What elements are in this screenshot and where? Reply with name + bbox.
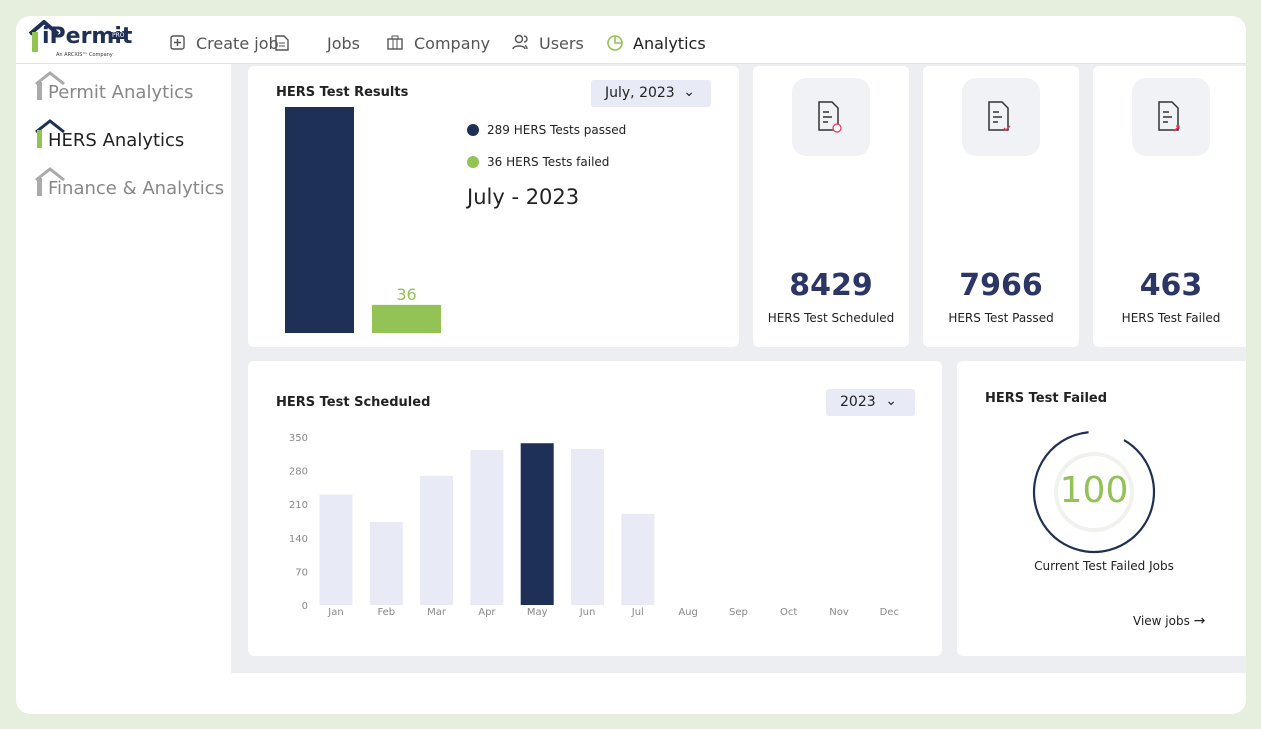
logo-tagline: An ARCXIS™ Company	[56, 52, 113, 58]
y-tick-label: 140	[289, 534, 308, 545]
sidebar-item-active[interactable]: HERS Analytics	[48, 130, 185, 151]
x-tick-label: Mar	[427, 607, 447, 618]
legend-label: 36 HERS Tests failed	[487, 155, 609, 169]
stat-label: HERS Test Failed	[1121, 311, 1221, 325]
divider	[16, 63, 1246, 64]
gauge-caption: Current Test Failed Jobs	[1034, 559, 1174, 573]
month-dropdown[interactable]: July, 2023 ⌄	[591, 80, 711, 107]
sidebar-item[interactable]: Permit Analytics	[48, 82, 194, 103]
stat-label: HERS Test Scheduled	[767, 311, 895, 325]
sidebar-icons	[35, 71, 65, 196]
bar	[319, 494, 353, 605]
y-tick-label: 350	[289, 433, 308, 444]
y-tick-label: 210	[289, 500, 308, 511]
nav-item[interactable]: Company	[414, 34, 491, 53]
bar	[470, 449, 504, 605]
doc-icon	[1158, 101, 1180, 132]
period: July - 2023	[467, 185, 580, 209]
bar	[285, 107, 354, 333]
data-label: 36	[396, 285, 416, 304]
y-tick-label: 70	[295, 567, 308, 578]
card-title: HERS Test Results	[276, 85, 409, 100]
bar	[621, 513, 655, 605]
x-tick-label: May	[527, 607, 548, 618]
failed-card	[957, 361, 1246, 656]
legend-label: 289 HERS Tests passed	[487, 123, 626, 137]
card-title: HERS Test Scheduled	[276, 395, 431, 410]
results-chart: 289 HERS Tests passed 36 36 HERS Tests fai…	[285, 107, 626, 333]
y-tick-label: 0	[302, 601, 308, 612]
bar	[372, 304, 441, 333]
legend-swatch	[467, 124, 479, 136]
card-title: HERS Test Failed	[985, 391, 1108, 406]
x-tick-label: Sep	[729, 607, 748, 618]
bar	[369, 521, 403, 605]
x-tick-label: Oct	[780, 607, 797, 618]
bar	[520, 443, 554, 605]
icon-company	[387, 35, 403, 50]
nav-item[interactable]: Users	[539, 34, 584, 53]
x-tick-label: Nov	[829, 607, 849, 618]
gauge-value: 100	[1059, 470, 1129, 511]
logo-mark	[28, 20, 60, 52]
scheduled-chart: 0 70 140 210 280 350 Jan Feb Mar Apr May Jun Jul Aug S…	[289, 433, 899, 618]
gauge	[1032, 430, 1156, 554]
legend-swatch	[467, 156, 479, 168]
sidebar-item[interactable]: Finance & Analytics	[48, 178, 225, 199]
bar	[420, 475, 454, 605]
nav-item-active[interactable]: Analytics	[633, 34, 706, 53]
bar	[571, 449, 604, 605]
icon-users	[512, 34, 528, 50]
nav-item[interactable]: Jobs	[327, 34, 360, 53]
link-text: View jobs	[1133, 614, 1190, 628]
y-tick-label: 280	[289, 467, 308, 478]
x-tick-label: Apr	[478, 607, 496, 618]
icon-jobs	[275, 35, 289, 51]
dropdown-text: 2023	[840, 394, 876, 410]
x-tick-label: Jul	[631, 607, 644, 618]
x-tick-label: Feb	[377, 607, 395, 618]
icon-analytics	[607, 35, 623, 51]
stat-value: 7966	[959, 268, 1043, 303]
x-tick-label: Aug	[678, 607, 698, 618]
year-dropdown[interactable]: 2023 ⌄	[826, 389, 915, 416]
dropdown-text: July, 2023	[605, 85, 675, 101]
stat-label: HERS Test Passed	[948, 311, 1054, 325]
stat-value: 8429	[789, 268, 873, 303]
x-tick-label: Jan	[327, 607, 343, 618]
x-tick-label: Jun	[579, 607, 596, 618]
x-tick-label: Dec	[880, 607, 899, 618]
view-jobs-link[interactable]: View jobs →	[1133, 613, 1206, 629]
logo-badge: PRO	[110, 32, 127, 39]
doc-icons	[818, 101, 1011, 133]
stat-value: 463	[1139, 268, 1203, 303]
icon-create	[170, 35, 185, 50]
nav-item[interactable]: Create job	[196, 34, 279, 53]
